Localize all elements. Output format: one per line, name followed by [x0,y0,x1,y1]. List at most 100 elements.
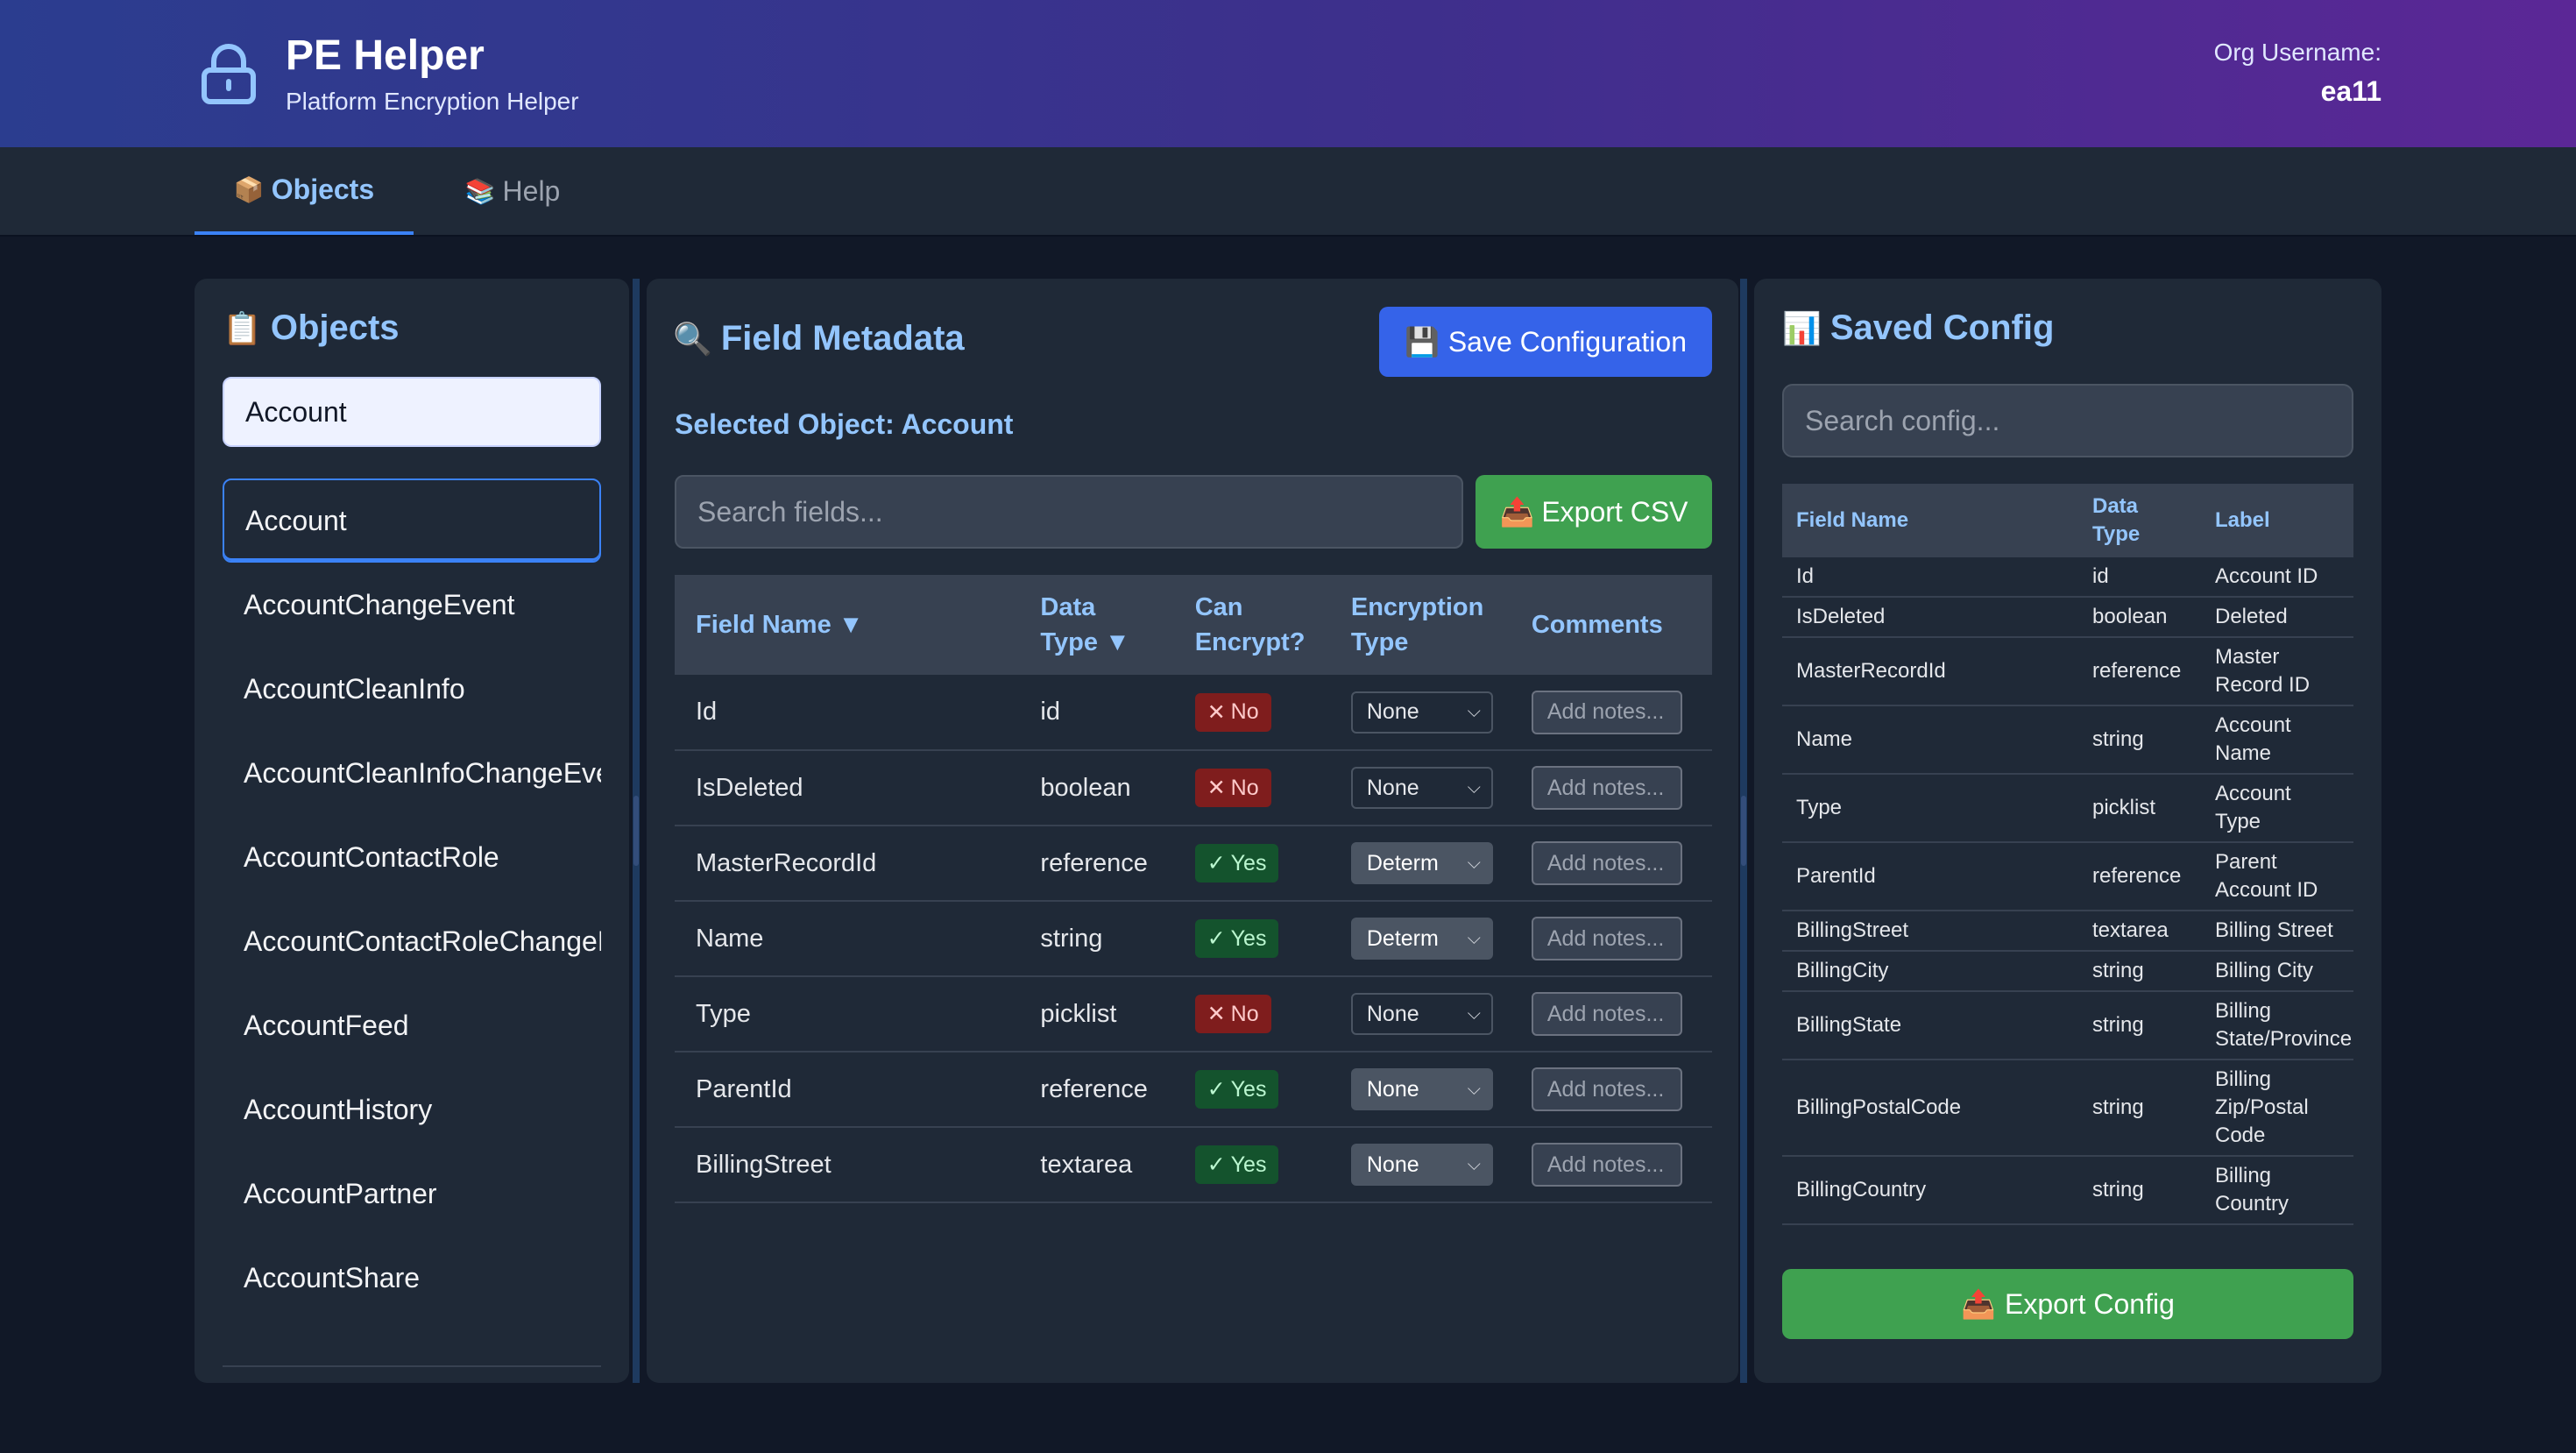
can-encrypt-cell: ✓ Yes [1173,1127,1330,1203]
comments-input[interactable]: Add notes... [1531,841,1682,885]
org-username-label: Org Username: [2213,39,2381,66]
saved-config-title: Saved Config [1829,308,2055,347]
panel-resize-handle[interactable] [633,279,640,1383]
save-configuration-button[interactable]: 💾 Save Configuration [1379,307,1712,377]
config-data-type: string [2078,1156,2201,1225]
config-field-name: Type [1782,774,2078,843]
field-name-cell [675,1202,1020,1225]
can-encrypt-badge: ✕ No [1194,692,1271,732]
data-type-cell: boolean [1019,750,1174,826]
divider [223,1365,601,1367]
can-encrypt-value: No [1230,775,1259,800]
can-encrypt-badge: ✓ Yes [1194,1070,1279,1109]
config-data-type: id [2078,557,2201,598]
export-config-button[interactable]: 📤 Export Config [1782,1269,2353,1339]
comments-input[interactable]: Add notes... [1531,1143,1682,1187]
data-type-cell: textarea [1019,1127,1174,1203]
encryption-type-select[interactable]: None ⌵ [1350,993,1493,1035]
can-encrypt-badge: ✓ Yes [1194,919,1279,958]
config-data-type: string [2078,951,2201,992]
field-table-container[interactable]: Field Name ▼ Data Type ▼ Can Encrypt? En… [675,575,1712,1225]
can-encrypt-cell: ✓ Yes [1173,1052,1330,1128]
can-encrypt-value: Yes [1230,850,1267,875]
export-csv-button[interactable]: 📤 Export CSV [1476,475,1712,549]
check-icon: ✓ [1207,1152,1226,1177]
encryption-type-select[interactable]: None ⌵ [1350,767,1493,809]
config-row: BillingState string Billing State/Province [1782,991,2353,1060]
config-data-type: string [2078,991,2201,1060]
bar-chart-icon: 📊 [1782,309,1822,346]
encryption-type-select[interactable]: Determ ⌵ [1350,842,1493,884]
encryption-type-select[interactable]: Determ ⌵ [1350,918,1493,960]
config-row: BillingCountry string Billing Country [1782,1156,2353,1225]
object-list-item[interactable]: AccountHistory [244,1093,433,1125]
tab-help[interactable]: 📚 Help [414,147,612,235]
encryption-type-value: None [1366,1076,1419,1102]
comments-input[interactable]: Add notes... [1531,1067,1682,1111]
data-type-cell: reference [1019,1052,1174,1128]
encryption-type-cell: None ⌵ [1329,976,1511,1053]
field-metadata-title: Field Metadata [720,319,965,358]
config-data-type: string [2078,705,2201,775]
comments-cell: Add notes... [1510,750,1712,826]
save-configuration-label: Save Configuration [1447,325,1687,358]
encryption-type-select[interactable]: None ⌵ [1350,1068,1493,1110]
object-list-item[interactable]: Account [223,478,601,563]
field-metadata-heading: 🔍 Field Metadata [673,319,965,358]
encryption-type-select[interactable]: None ⌵ [1350,691,1493,734]
can-encrypt-cell: ✓ Yes [1173,901,1330,977]
comments-input[interactable]: Add notes... [1531,690,1682,734]
comments-input[interactable]: Add notes... [1531,992,1682,1036]
config-data-type: textarea [2078,911,2201,952]
panel-resize-handle[interactable] [1740,279,1747,1383]
config-label: Account Name [2201,705,2353,775]
field-name-cell: MasterRecordId [675,826,1020,902]
config-label: Deleted [2201,597,2353,638]
field-name-cell: Name [675,901,1020,977]
books-icon: 📚 [464,177,496,205]
object-list-item[interactable]: AccountPartner [244,1177,437,1209]
cross-icon: ✕ [1207,1002,1226,1026]
config-table-container[interactable]: Field Name Data Type Label Id id Account I… [1782,484,2353,1225]
can-encrypt-cell [1173,1202,1330,1225]
field-table-header: Field Name ▼ Data Type ▼ Can Encrypt? En… [675,575,1712,675]
encryption-type-value: None [1366,1152,1419,1177]
chevron-down-icon: ⌵ [1467,1003,1481,1024]
can-encrypt-value: No [1230,1001,1259,1026]
field-row: IsDeleted boolean ✕ No None ⌵ Add notes... [675,750,1712,826]
can-encrypt-cell: ✕ No [1173,675,1330,751]
data-type-cell: string [1019,901,1174,977]
config-row: BillingCity string Billing City [1782,951,2353,992]
field-row-partial [675,1202,1712,1225]
resize-grip[interactable] [1741,796,1746,866]
data-type-cell: picklist [1019,976,1174,1053]
object-list-item[interactable]: AccountContactRole [244,840,499,873]
object-list-item[interactable]: AccountCleanInfoChangeEvent [244,756,601,789]
comments-input[interactable]: Add notes... [1531,766,1682,810]
object-list-item[interactable]: AccountContactRoleChangeEvent [244,925,601,957]
object-list-item[interactable]: AccountChangeEvent [244,588,515,620]
config-label: Billing City [2201,951,2353,992]
object-list-item[interactable]: AccountShare [244,1261,421,1294]
resize-grip[interactable] [633,796,639,866]
comments-input[interactable]: Add notes... [1531,917,1682,960]
encryption-type-select[interactable]: None ⌵ [1350,1144,1493,1186]
can-encrypt-cell: ✕ No [1173,750,1330,826]
object-list-item[interactable]: AccountFeed [244,1009,409,1041]
chevron-down-icon: ⌵ [1467,1079,1481,1099]
objects-title: Objects [270,308,400,347]
column-header-data-type[interactable]: Data Type ▼ [1040,593,1130,656]
object-list-item[interactable]: AccountCleanInfo [244,672,465,705]
field-row: ParentId reference ✓ Yes None ⌵ Add notes... [675,1052,1712,1128]
tab-objects[interactable]: 📦 Objects [195,147,414,235]
encryption-type-cell: Determ ⌵ [1329,826,1511,902]
search-fields-input[interactable] [675,475,1463,549]
config-label: Parent Account ID [2201,842,2353,911]
object-select-input[interactable]: Account [223,377,601,447]
config-label: Master Record ID [2201,637,2353,706]
column-header-field-name[interactable]: Field Name ▼ [696,611,864,639]
config-field-name: BillingStreet [1782,911,2078,952]
config-field-name: Name [1782,705,2078,775]
config-data-type: reference [2078,842,2201,911]
search-config-input[interactable] [1782,384,2353,457]
